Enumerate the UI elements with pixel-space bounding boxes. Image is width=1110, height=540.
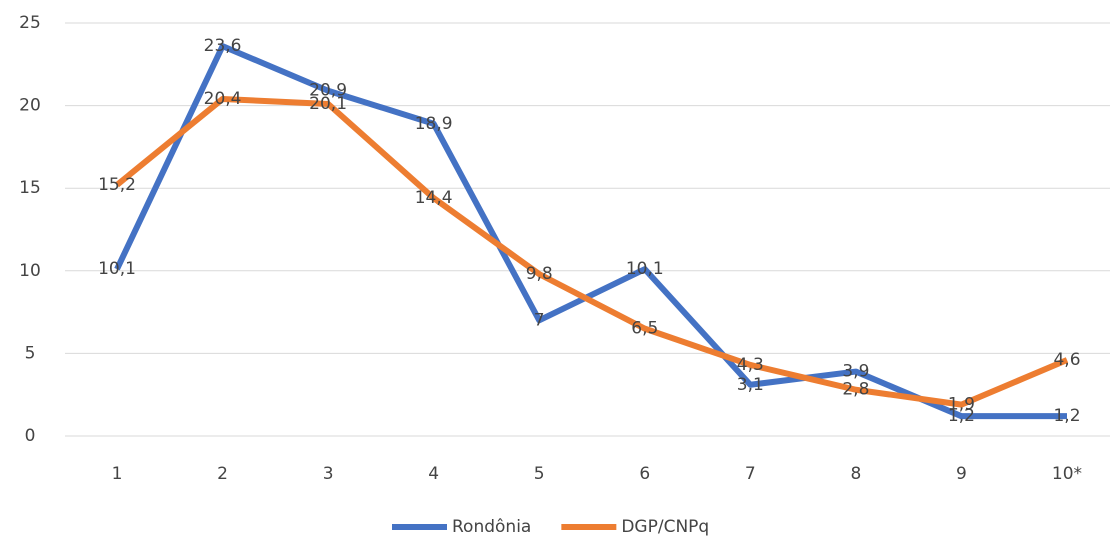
series-line [115, 95, 1069, 408]
x-tick-label: 10* [1052, 464, 1082, 484]
x-tick-label: 1 [112, 464, 123, 484]
x-tick-label: 2 [217, 464, 228, 484]
y-tick-label: 20 [19, 96, 41, 116]
x-tick-label: 7 [745, 464, 756, 484]
data-label: 10,1 [98, 259, 136, 279]
data-label: 7 [534, 310, 545, 330]
x-tick-label: 6 [639, 464, 650, 484]
data-label: 20,1 [309, 94, 347, 114]
x-tick-label: 5 [534, 464, 545, 484]
legend-label: Rondônia [452, 517, 531, 537]
x-tick-label: 9 [956, 464, 967, 484]
data-label: 20,9 [309, 81, 347, 101]
data-label: 1,2 [1053, 406, 1080, 426]
data-label: 10,1 [626, 259, 664, 279]
data-label: 4,6 [1053, 350, 1080, 370]
x-tick-label: 3 [323, 464, 334, 484]
data-label: 14,4 [415, 188, 453, 208]
data-label: 6,5 [631, 319, 658, 339]
y-tick-label: 15 [19, 178, 41, 198]
y-tick-label: 10 [19, 261, 41, 281]
y-tick-label: 5 [25, 343, 36, 363]
x-tick-label: 8 [850, 464, 861, 484]
data-label: 3,9 [842, 362, 869, 382]
data-label: 1,9 [948, 395, 975, 415]
series-line [114, 43, 1067, 420]
data-label: 23,6 [204, 36, 242, 56]
data-label: 20,4 [204, 89, 242, 109]
data-label: 15,2 [98, 175, 136, 195]
data-label: 3,1 [737, 375, 764, 395]
data-label: 4,3 [737, 355, 764, 375]
y-tick-label: 0 [25, 426, 36, 446]
x-tick-label: 4 [428, 464, 439, 484]
data-label: 1,2 [948, 406, 975, 426]
data-label: 18,9 [415, 114, 453, 134]
y-tick-label: 25 [19, 13, 41, 33]
legend-label: DGP/CNPq [621, 517, 709, 537]
data-label: 2,8 [842, 380, 869, 400]
data-label: 9,8 [526, 264, 553, 284]
